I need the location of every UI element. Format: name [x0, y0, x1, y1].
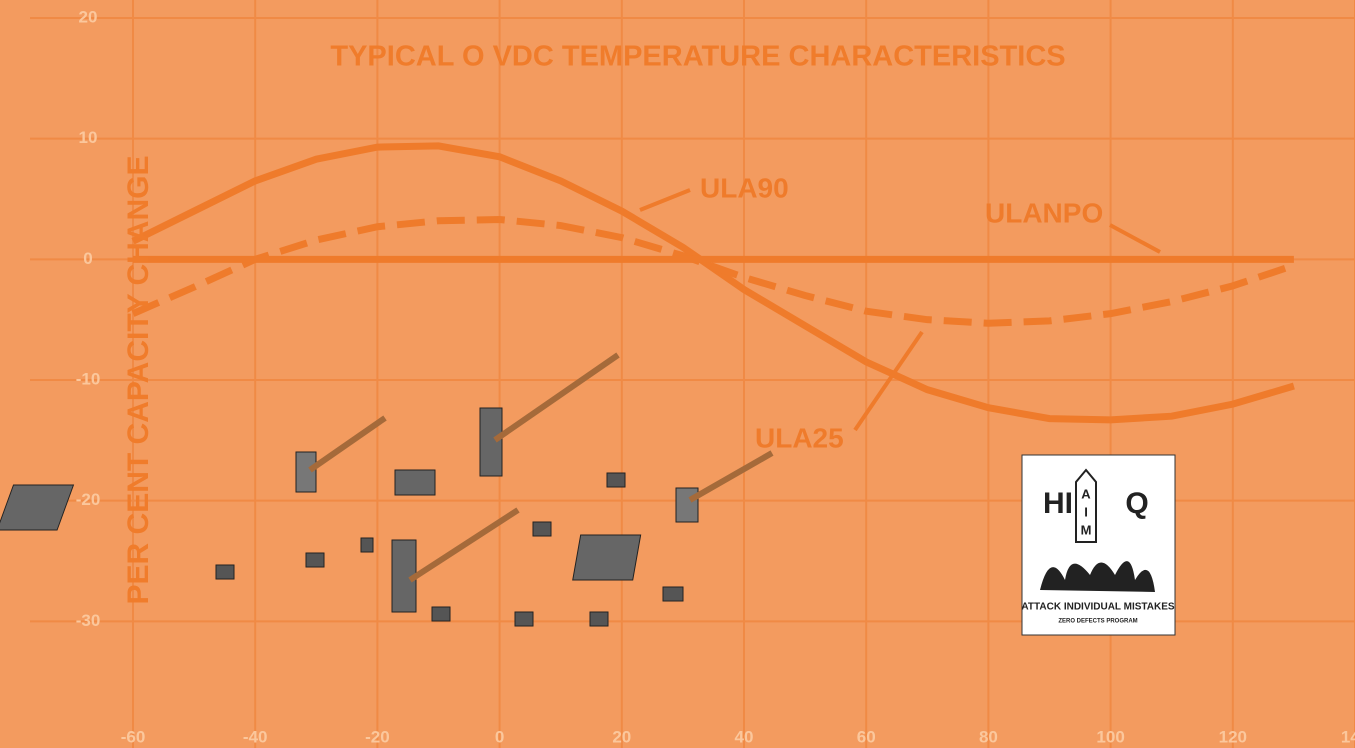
- y-tick-label: -30: [76, 611, 101, 630]
- capacitor: [532, 521, 552, 537]
- annotation-arrow: [639, 188, 691, 212]
- capacitor: [360, 537, 374, 553]
- capacitor: [215, 564, 235, 580]
- capacitor: [394, 469, 436, 496]
- y-axis-label: PER CENT CAPACITY CHANGE: [122, 156, 155, 605]
- capacitor-illustration: [0, 352, 774, 627]
- logo-text: Q: [1125, 487, 1148, 520]
- x-tick-label: -40: [243, 727, 268, 746]
- capacitor-lead: [408, 507, 520, 583]
- y-tick-label: 0: [83, 249, 92, 268]
- x-tick-label: 120: [1219, 727, 1247, 746]
- logo: HI A I M Q ATTACK INDIVIDUAL MISTAKES ZE…: [1021, 454, 1176, 636]
- capacitor: [572, 534, 642, 581]
- logo-box: [1021, 454, 1176, 636]
- capacitor: [431, 606, 451, 622]
- capacitor: [305, 552, 325, 568]
- capacitor-lead: [688, 450, 774, 503]
- capacitor: [662, 586, 684, 602]
- series-line: [131, 216, 1296, 327]
- y-tick-label: -20: [76, 490, 101, 509]
- logo-text: ZERO DEFECTS PROGRAM: [1058, 619, 1137, 625]
- capacitor: [295, 451, 317, 493]
- chart-title: TYPICAL O VDC TEMPERATURE CHARACTERISTIC…: [330, 41, 1065, 73]
- x-tick-label: 100: [1096, 727, 1124, 746]
- y-tick-label: 10: [79, 128, 98, 147]
- capacitor: [606, 472, 626, 488]
- logo-tube: [1075, 468, 1097, 543]
- capacitor: [675, 487, 699, 523]
- x-tick-label: 0: [495, 727, 504, 746]
- x-tick-label: 60: [857, 727, 876, 746]
- annotation-arrow: [853, 330, 924, 432]
- capacitor-lead: [493, 352, 620, 443]
- capacitor: [514, 611, 534, 627]
- logo-flames: [1040, 561, 1155, 592]
- logo-text: ATTACK INDIVIDUAL MISTAKES: [1021, 602, 1174, 613]
- logo-text: I: [1084, 504, 1088, 519]
- logo-text: A: [1081, 486, 1091, 501]
- x-tick-label: 20: [612, 727, 631, 746]
- series-label: ULA90: [700, 172, 789, 203]
- capacitor: [0, 484, 75, 531]
- x-tick-label: 140: [1341, 727, 1355, 746]
- capacitor: [479, 407, 503, 477]
- x-tick-label: 40: [735, 727, 754, 746]
- series-label: ULA25: [755, 422, 844, 453]
- y-tick-label: -10: [76, 369, 101, 388]
- capacitor: [589, 611, 609, 627]
- x-tick-label: -60: [121, 727, 146, 746]
- series-label: ULANPO: [985, 197, 1103, 228]
- logo-text: M: [1081, 522, 1092, 537]
- annotation-arrow: [1109, 223, 1161, 254]
- capacitor-lead: [308, 415, 387, 473]
- y-tick-label: 20: [79, 7, 98, 26]
- x-tick-label: -20: [365, 727, 390, 746]
- x-tick-label: 80: [979, 727, 998, 746]
- logo-text: HI: [1043, 487, 1073, 520]
